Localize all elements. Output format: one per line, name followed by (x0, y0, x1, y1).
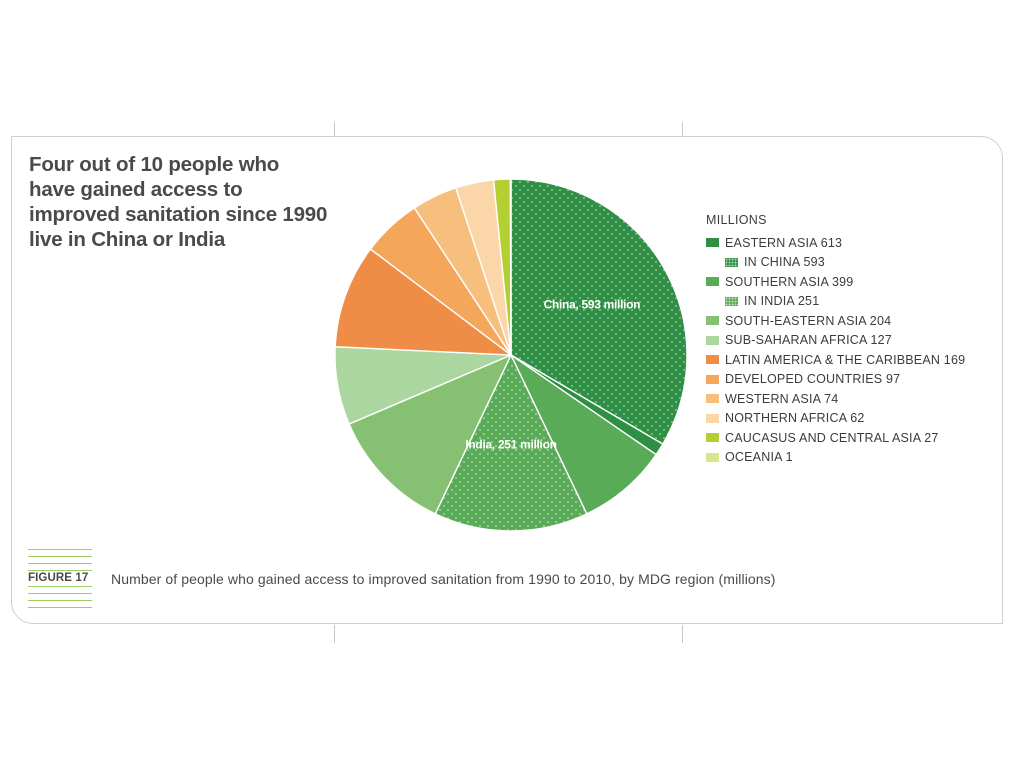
legend-swatch (706, 355, 719, 365)
pie-slice-latin-america-the-caribbean (334, 248, 514, 356)
legend-item: SUB-SAHARAN AFRICA 127 (706, 331, 965, 351)
crop-mark-bottom-left (334, 625, 335, 643)
pie-slice-oceania (509, 178, 512, 356)
legend-label: OCEANIA 1 (725, 450, 793, 465)
chart-legend: MILLIONS EASTERN ASIA 613 IN CHINA 593 SOU… (706, 213, 965, 467)
pie-slice-south-eastern-asia (348, 353, 513, 515)
legend-swatch (725, 257, 738, 267)
crop-mark-bottom-right (682, 625, 683, 643)
legend-swatch (725, 296, 738, 306)
figure-marker-lines (28, 549, 92, 608)
legend-swatch (706, 433, 719, 443)
crop-mark-top-right (682, 122, 683, 136)
legend-item: CAUCASUS AND CENTRAL ASIA 27 (706, 428, 965, 448)
pie-slice-in-china (510, 178, 688, 446)
pie-slice-southern-asia-rest (509, 352, 658, 515)
legend-item: IN INDIA 251 (706, 292, 965, 312)
legend-swatch (706, 277, 719, 287)
legend-swatch (706, 316, 719, 326)
legend-item: IN CHINA 593 (706, 253, 965, 273)
legend-label: SUB-SAHARAN AFRICA 127 (725, 333, 892, 348)
pie-slice-in-india (434, 353, 588, 532)
chart-headline: Four out of 10 people who have gained ac… (29, 153, 328, 251)
pie-data-label-in-india: India, 251 million (465, 437, 556, 451)
legend-label: CAUCASUS AND CENTRAL ASIA 27 (725, 430, 939, 445)
legend-swatch (706, 374, 719, 384)
figure-number: FIGURE 17 (28, 572, 90, 584)
legend-label: SOUTH-EASTERN ASIA 204 (725, 313, 892, 328)
legend-swatch (706, 413, 719, 423)
legend-item: NORTHERN AFRICA 62 (706, 409, 965, 429)
legend-swatch (706, 394, 719, 404)
legend-label: DEVELOPED COUNTRIES 97 (725, 372, 901, 387)
legend-label: EASTERN ASIA 613 (725, 235, 843, 250)
legend-item: WESTERN ASIA 74 (706, 389, 965, 409)
legend-unit-label: MILLIONS (706, 213, 767, 227)
legend-swatch (706, 452, 719, 462)
legend-label: SOUTHERN ASIA 399 (725, 274, 854, 289)
legend-label: IN INDIA 251 (744, 294, 820, 309)
legend-item: LATIN AMERICA & THE CARIBBEAN 169 (706, 350, 965, 370)
crop-mark-top-left (334, 122, 335, 136)
pie-chart: China, 593 million India, 251 million (334, 178, 688, 532)
legend-item: SOUTHERN ASIA 399 (706, 272, 965, 292)
legend-swatch (706, 335, 719, 345)
legend-label: LATIN AMERICA & THE CARIBBEAN 169 (725, 352, 966, 367)
legend-item: EASTERN ASIA 613 (706, 233, 965, 253)
legend-label: IN CHINA 593 (744, 255, 825, 270)
figure-caption: Number of people who gained access to im… (111, 571, 776, 587)
legend-item: OCEANIA 1 (706, 448, 965, 468)
legend-swatch (706, 238, 719, 248)
legend-item: DEVELOPED COUNTRIES 97 (706, 370, 965, 390)
legend-item: SOUTH-EASTERN ASIA 204 (706, 311, 965, 331)
pie-data-label-in-china: China, 593 million (544, 298, 641, 312)
legend-label: NORTHERN AFRICA 62 (725, 411, 865, 426)
legend-label: WESTERN ASIA 74 (725, 391, 839, 406)
